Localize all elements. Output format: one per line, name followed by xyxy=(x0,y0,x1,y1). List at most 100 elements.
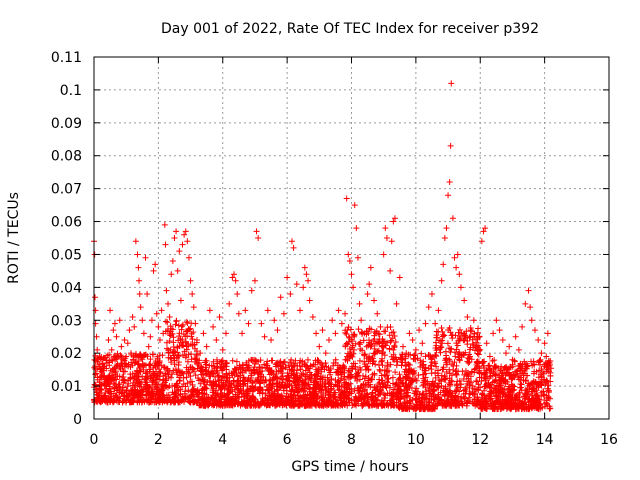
data-point xyxy=(197,380,204,387)
data-point xyxy=(545,382,552,389)
data-point xyxy=(486,384,493,391)
data-point xyxy=(509,361,516,368)
data-point xyxy=(153,368,160,375)
data-point xyxy=(382,225,389,232)
data-point xyxy=(361,358,368,365)
data-point xyxy=(255,235,262,241)
data-point xyxy=(522,387,529,394)
data-point xyxy=(186,326,193,333)
data-point xyxy=(136,399,143,406)
data-point xyxy=(111,365,118,372)
data-point xyxy=(377,368,384,375)
data-point xyxy=(319,376,326,383)
data-point xyxy=(382,328,389,335)
y-tick-label: 0.02 xyxy=(51,346,82,362)
data-point xyxy=(441,332,448,339)
data-point xyxy=(262,390,269,397)
data-point xyxy=(351,346,358,353)
data-point xyxy=(312,375,319,382)
data-point xyxy=(252,377,259,384)
data-point xyxy=(121,377,128,384)
data-point xyxy=(171,235,178,241)
data-point xyxy=(491,357,498,364)
data-point xyxy=(371,351,378,358)
data-point xyxy=(137,304,144,311)
data-point xyxy=(258,320,265,327)
data-point xyxy=(178,398,185,405)
data-point xyxy=(538,350,545,357)
data-point xyxy=(323,363,330,370)
data-point xyxy=(242,402,249,409)
data-point xyxy=(226,300,233,307)
data-point xyxy=(501,365,508,372)
data-point xyxy=(291,389,298,396)
data-point xyxy=(416,327,423,334)
data-point xyxy=(433,363,440,370)
data-point xyxy=(222,393,229,400)
data-point xyxy=(115,381,122,388)
data-point xyxy=(299,378,306,385)
data-point xyxy=(454,342,461,349)
data-point xyxy=(295,397,302,404)
data-point xyxy=(479,360,486,367)
data-point xyxy=(485,379,492,386)
data-point xyxy=(412,395,419,402)
data-point xyxy=(384,324,391,331)
data-point xyxy=(92,352,99,359)
data-point xyxy=(140,397,147,404)
data-point xyxy=(302,361,309,368)
data-point xyxy=(119,399,126,406)
data-point xyxy=(464,337,471,344)
data-point xyxy=(334,382,341,389)
data-point xyxy=(354,387,361,394)
data-point xyxy=(344,356,351,363)
data-point xyxy=(545,387,552,394)
data-point xyxy=(522,377,529,384)
data-point xyxy=(154,360,161,367)
data-point xyxy=(163,339,170,346)
data-point xyxy=(419,390,426,397)
data-point xyxy=(116,388,123,395)
data-point xyxy=(132,238,139,245)
data-point xyxy=(418,350,425,357)
data-point xyxy=(490,385,497,392)
data-point xyxy=(426,402,433,409)
data-point xyxy=(400,394,407,401)
data-point xyxy=(210,358,217,365)
data-point xyxy=(449,215,456,222)
data-point xyxy=(543,353,550,360)
data-point xyxy=(166,383,173,390)
data-point xyxy=(389,374,396,381)
data-point xyxy=(409,337,416,344)
data-point xyxy=(439,366,446,373)
data-point xyxy=(303,271,310,278)
data-point xyxy=(121,392,128,399)
x-tick-label: 0 xyxy=(90,432,99,448)
data-point xyxy=(419,362,426,369)
data-point xyxy=(291,362,298,369)
chart-title: Day 001 of 2022, Rate Of TEC Index for r… xyxy=(161,21,539,37)
data-point xyxy=(125,380,132,387)
data-point xyxy=(102,376,109,383)
data-point xyxy=(148,391,155,398)
data-point xyxy=(400,405,407,412)
data-point xyxy=(386,332,393,339)
data-point xyxy=(162,318,169,325)
data-point xyxy=(453,387,460,394)
data-point xyxy=(158,362,165,369)
data-point xyxy=(491,370,498,377)
data-point xyxy=(120,393,127,400)
data-point xyxy=(371,370,378,377)
data-point xyxy=(132,386,139,393)
data-point xyxy=(140,352,147,359)
data-point xyxy=(153,386,160,393)
data-point xyxy=(469,368,476,375)
data-point xyxy=(458,394,465,401)
data-point xyxy=(175,367,182,374)
data-point xyxy=(478,396,485,403)
data-point xyxy=(460,387,467,394)
data-point xyxy=(94,391,101,398)
data-point xyxy=(350,360,357,367)
data-point xyxy=(119,384,126,391)
data-point xyxy=(368,376,375,383)
